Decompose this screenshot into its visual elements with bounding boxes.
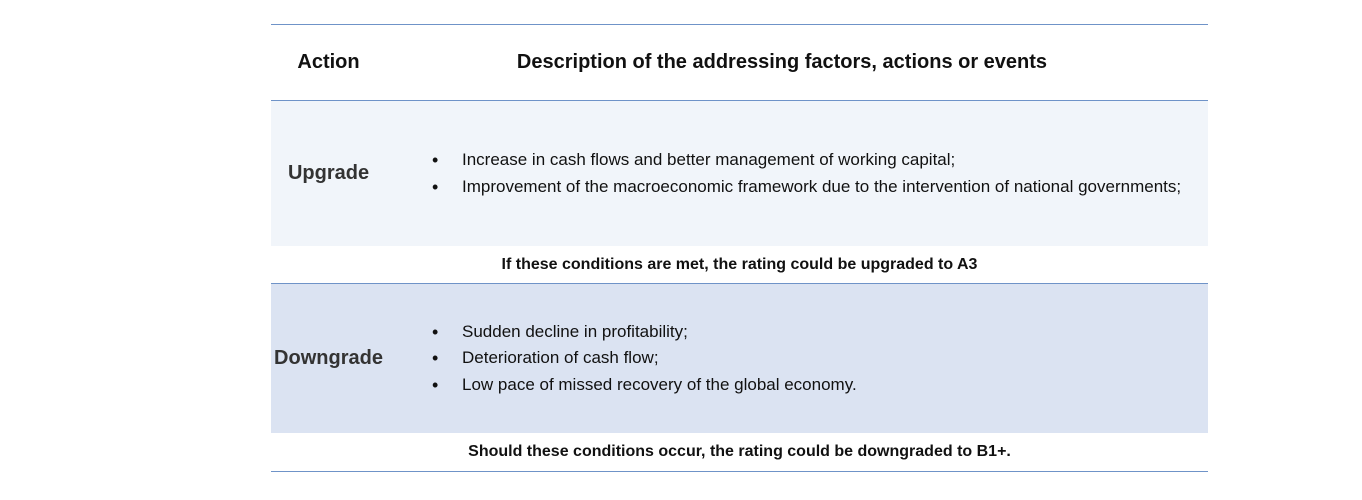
header-rule [271,100,1208,101]
list-item: Low pace of missed recovery of the globa… [432,372,1182,399]
downgrade-label: Downgrade [274,347,383,369]
list-item: Sudden decline in profitability; [432,319,1182,346]
bottom-rule [271,471,1208,472]
downgrade-row: Downgrade Sudden decline in profitabilit… [271,284,1208,433]
upgrade-label: Upgrade [287,162,370,184]
header-description: Description of the addressing factors, a… [516,51,1048,73]
list-item: Deterioration of cash flow; [432,345,1182,372]
upgrade-row: Upgrade Increase in cash flows and bette… [271,101,1208,246]
downgrade-factors: Sudden decline in profitability; Deterio… [386,319,1208,399]
list-item: Increase in cash flows and better manage… [432,147,1182,174]
upgrade-factors: Increase in cash flows and better manage… [386,147,1208,200]
list-item: Improvement of the macroeconomic framewo… [432,174,1182,201]
top-rule [271,24,1208,25]
upgrade-condition: If these conditions are met, the rating … [271,246,1208,283]
header-action: Action [297,51,360,73]
table-header: Action Description of the addressing fac… [271,25,1208,100]
rating-outlook-table: Action Description of the addressing fac… [271,24,1208,472]
downgrade-condition: Should these conditions occur, the ratin… [271,433,1208,471]
middle-rule [271,283,1208,284]
